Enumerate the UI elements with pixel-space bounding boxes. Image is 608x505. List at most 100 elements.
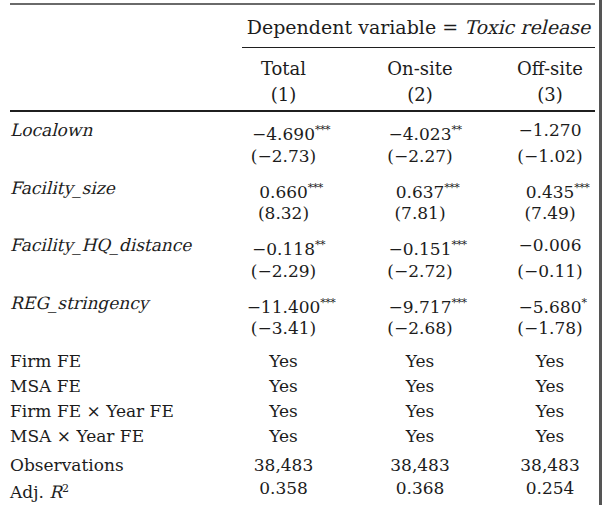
- coef-value: −4.023: [389, 124, 452, 144]
- stat-value: 0.368: [335, 477, 505, 504]
- coef-cell: −9.717***: [335, 292, 505, 318]
- fe-value: Yes: [335, 349, 505, 374]
- table-row-facility-hq-distance-tstat: (−2.29) (−2.72) (−0.11): [10, 260, 595, 282]
- coef-value: 0.435: [526, 181, 575, 201]
- table-row-firm-fe: Firm FE Yes Yes Yes: [10, 349, 595, 374]
- coef-value: −1.270: [519, 120, 582, 140]
- table-row-facility-size-tstat: (8.32) (7.81) (7.49): [10, 202, 595, 224]
- variable-label: Facility_size: [10, 177, 232, 203]
- table-row-msa-fe: MSA FE Yes Yes Yes: [10, 374, 595, 399]
- column-label: Total: [232, 56, 335, 82]
- stat-value: 38,483: [335, 454, 505, 477]
- tstat-cell: (−1.78): [505, 317, 595, 339]
- stat-label: Adj. R2: [10, 477, 232, 504]
- empty-label: [10, 202, 232, 224]
- adj-r2-symbol: R: [49, 482, 62, 502]
- coef-value: −11.400: [247, 296, 321, 316]
- table-row-reg-stringency: REG_stringency −11.400*** −9.717*** −5.6…: [10, 292, 595, 318]
- coef-cell: −4.023**: [335, 119, 505, 145]
- tstat-cell: (−2.68): [335, 317, 505, 339]
- table-row-localown: Localown −4.690*** −4.023** −1.270: [10, 119, 595, 145]
- empty-label: [10, 145, 232, 167]
- stat-label: Observations: [10, 454, 232, 477]
- variable-label: Facility_HQ_distance: [10, 234, 232, 260]
- dependent-variable-header: Dependent variable = Toxic release: [242, 5, 595, 48]
- fe-value: Yes: [505, 424, 595, 449]
- tstat-cell: (8.32): [232, 202, 335, 224]
- coef-value: 0.637: [396, 181, 445, 201]
- column-number: (3): [505, 82, 595, 108]
- fe-label: MSA × Year FE: [10, 424, 232, 449]
- empty-label: [10, 260, 232, 282]
- tstat-cell: (−3.41): [232, 317, 335, 339]
- coef-value: −4.690: [252, 124, 315, 144]
- coef-cell: −5.680*: [505, 292, 595, 318]
- tstat-cell: (−0.11): [505, 260, 595, 282]
- coef-value: −5.680: [519, 296, 582, 316]
- table-row-firm-year-fe: Firm FE × Year FE Yes Yes Yes: [10, 399, 595, 424]
- tstat-cell: (7.81): [335, 202, 505, 224]
- fe-label: Firm FE × Year FE: [10, 399, 232, 424]
- adj-r2-prefix: Adj.: [10, 482, 49, 502]
- stat-value: 0.254: [505, 477, 595, 504]
- column-header-row: Total (1) On-site (2) Off-site (3): [10, 48, 595, 110]
- table-row-facility-size: Facility_size 0.660*** 0.637*** 0.435***: [10, 177, 595, 203]
- column-header-onsite: On-site (2): [335, 53, 505, 110]
- coef-value: −9.717: [389, 296, 452, 316]
- dep-var-value: Toxic release: [464, 16, 590, 38]
- summary-stats: Observations 38,483 38,483 38,483 Adj. R…: [10, 454, 595, 504]
- fe-value: Yes: [505, 374, 595, 399]
- table-row-reg-stringency-tstat: (−3.41) (−2.68) (−1.78): [10, 317, 595, 339]
- fe-value: Yes: [505, 399, 595, 424]
- fe-value: Yes: [232, 349, 335, 374]
- dependent-variable-row: Dependent variable = Toxic release: [10, 5, 595, 48]
- empty-label: [10, 317, 232, 339]
- coef-value: −0.118: [252, 239, 315, 259]
- column-header-spacer: [10, 53, 232, 110]
- tstat-cell: (−1.02): [505, 145, 595, 167]
- coef-value: −0.151: [389, 239, 452, 259]
- fe-label: MSA FE: [10, 374, 232, 399]
- table-row-localown-tstat: (−2.73) (−2.27) (−1.02): [10, 145, 595, 167]
- fe-value: Yes: [232, 374, 335, 399]
- tstat-cell: (−2.72): [335, 260, 505, 282]
- table-body: Localown −4.690*** −4.023** −1.270 (−2.7…: [10, 112, 595, 504]
- coef-cell: 0.637***: [335, 177, 505, 203]
- column-number: (1): [232, 82, 335, 108]
- fe-label: Firm FE: [10, 349, 232, 374]
- regression-table: Dependent variable = Toxic release Total…: [10, 3, 595, 505]
- column-label: On-site: [335, 56, 505, 82]
- table-row-facility-hq-distance: Facility_HQ_distance −0.118** −0.151*** …: [10, 234, 595, 260]
- fe-value: Yes: [232, 424, 335, 449]
- column-header-offsite: Off-site (3): [505, 53, 595, 110]
- variable-label: REG_stringency: [10, 292, 232, 318]
- stat-value: 38,483: [232, 454, 335, 477]
- coef-value: −0.006: [519, 235, 582, 255]
- variable-label: Localown: [10, 119, 232, 145]
- page-right-edge: [599, 0, 602, 505]
- coef-value: 0.660: [259, 181, 308, 201]
- column-label: Off-site: [505, 56, 595, 82]
- fe-value: Yes: [335, 399, 505, 424]
- column-header-total: Total (1): [232, 53, 335, 110]
- coef-cell: −1.270: [505, 119, 595, 145]
- fe-value: Yes: [335, 424, 505, 449]
- fe-value: Yes: [505, 349, 595, 374]
- dep-var-prefix: Dependent variable =: [247, 16, 464, 38]
- tstat-cell: (−2.27): [335, 145, 505, 167]
- table-row-adj-r2: Adj. R2 0.358 0.368 0.254: [10, 477, 595, 504]
- tstat-cell: (−2.73): [232, 145, 335, 167]
- adj-r2-superscript: 2: [62, 482, 69, 495]
- coef-cell: 0.660***: [232, 177, 335, 203]
- coef-cell: −0.151***: [335, 234, 505, 260]
- fe-value: Yes: [335, 374, 505, 399]
- column-number: (2): [335, 82, 505, 108]
- stat-value: 38,483: [505, 454, 595, 477]
- coef-cell: −4.690***: [232, 119, 335, 145]
- tstat-cell: (7.49): [505, 202, 595, 224]
- paper-table-page: Dependent variable = Toxic release Total…: [0, 0, 608, 505]
- coef-cell: −0.006: [505, 234, 595, 260]
- tstat-cell: (−2.29): [232, 260, 335, 282]
- fe-value: Yes: [232, 399, 335, 424]
- table-row-msa-year-fe: MSA × Year FE Yes Yes Yes: [10, 424, 595, 449]
